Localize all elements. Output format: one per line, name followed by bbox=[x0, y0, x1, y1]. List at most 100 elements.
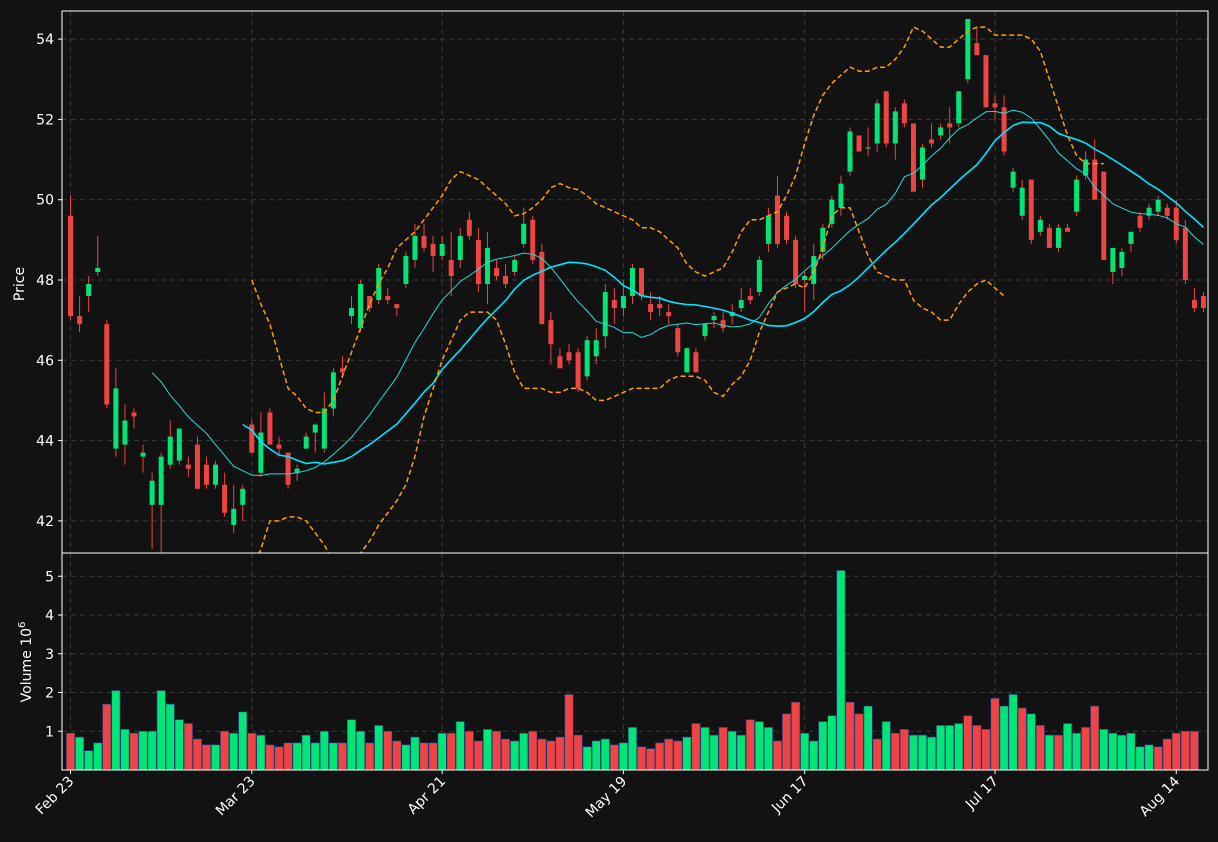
volume-bar bbox=[1162, 738, 1172, 771]
candle-body bbox=[539, 251, 545, 325]
volume-tick-label: 3 bbox=[45, 647, 54, 663]
candle-body bbox=[856, 135, 862, 152]
candle-body bbox=[557, 356, 563, 369]
volume-bar bbox=[473, 740, 483, 771]
volume-bar bbox=[256, 734, 266, 771]
candle-body bbox=[793, 239, 799, 285]
candle-body bbox=[104, 324, 110, 405]
volume-bar bbox=[827, 715, 837, 771]
volume-bar bbox=[809, 740, 819, 771]
candle-body bbox=[466, 219, 472, 236]
volume-bar bbox=[800, 732, 810, 771]
volume-bar bbox=[66, 732, 76, 771]
candle-body bbox=[929, 139, 935, 144]
volume-bar bbox=[564, 694, 574, 771]
volume-bar bbox=[165, 703, 175, 771]
volume-bar bbox=[138, 730, 148, 771]
volume-bar bbox=[1017, 707, 1027, 771]
candle-body bbox=[892, 111, 898, 144]
candle-body bbox=[584, 340, 590, 377]
volume-bar bbox=[881, 721, 891, 771]
candle-body bbox=[938, 127, 944, 136]
candle-body bbox=[983, 55, 989, 108]
volume-bar bbox=[600, 738, 610, 771]
price-tick-label: 42 bbox=[36, 514, 54, 530]
candle-body bbox=[303, 436, 309, 449]
price-axis-title: Price bbox=[12, 267, 28, 301]
candle-body bbox=[503, 275, 509, 285]
volume-bar bbox=[1108, 732, 1118, 771]
candle-body bbox=[774, 195, 780, 244]
volume-bar bbox=[392, 740, 402, 771]
candle-body bbox=[240, 488, 246, 505]
volume-bar bbox=[582, 746, 592, 771]
volume-bar bbox=[1090, 705, 1100, 771]
volume-bar bbox=[174, 719, 184, 771]
candle-body bbox=[1046, 227, 1052, 248]
volume-bar bbox=[709, 734, 719, 771]
candle-body bbox=[1200, 296, 1206, 309]
candle-body bbox=[113, 388, 119, 449]
volume-bar bbox=[202, 744, 211, 771]
volume-bar bbox=[455, 721, 465, 771]
candle-body bbox=[1101, 171, 1107, 260]
volume-bar bbox=[528, 730, 538, 771]
candle-body bbox=[222, 484, 228, 513]
volume-bar bbox=[410, 736, 420, 771]
volume-bar bbox=[745, 719, 755, 771]
candle-body bbox=[910, 123, 916, 192]
candle-body bbox=[765, 215, 771, 244]
volume-bar bbox=[337, 742, 347, 771]
candle-body bbox=[575, 352, 581, 389]
candle-body bbox=[321, 408, 327, 449]
volume-bar bbox=[637, 746, 647, 771]
volume-bar bbox=[773, 740, 782, 771]
candle-body bbox=[77, 316, 83, 325]
volume-axis-title-exponent: 6 bbox=[17, 622, 28, 628]
volume-bar bbox=[664, 738, 674, 771]
volume-bar bbox=[890, 732, 900, 771]
candle-body bbox=[267, 412, 273, 445]
candle-body bbox=[285, 452, 291, 485]
candle-body bbox=[657, 304, 663, 309]
candle-body bbox=[1119, 251, 1125, 268]
volume-bar bbox=[845, 701, 855, 771]
volume-bar bbox=[510, 740, 520, 771]
overlay-lines-group bbox=[151, 26, 1205, 553]
volume-bar bbox=[147, 730, 157, 771]
volume-bar bbox=[428, 742, 438, 771]
volume-tick-label: 1 bbox=[45, 724, 54, 740]
volume-tick-label: 4 bbox=[45, 608, 54, 624]
candle-body bbox=[194, 444, 200, 489]
candle-body bbox=[367, 296, 373, 309]
volume-bar bbox=[618, 742, 628, 771]
volume-bar bbox=[93, 742, 103, 771]
volume-bar bbox=[700, 727, 710, 771]
volume-bar bbox=[301, 734, 311, 771]
volume-bar bbox=[1135, 746, 1145, 771]
candle-body bbox=[648, 304, 654, 313]
volume-bar bbox=[963, 715, 973, 771]
bollinger-band-line bbox=[251, 26, 1104, 414]
volume-bar bbox=[908, 734, 918, 771]
candle-body bbox=[747, 296, 753, 301]
volume-bar bbox=[936, 725, 946, 771]
volume-panel-frame bbox=[61, 552, 1209, 771]
candle-body bbox=[185, 464, 191, 469]
candle-body bbox=[1164, 207, 1170, 216]
volume-axis-title-base: Volume 10 bbox=[19, 628, 35, 702]
volume-tick-label: 5 bbox=[45, 569, 54, 585]
candle-body bbox=[738, 300, 744, 309]
volume-bar bbox=[229, 732, 239, 771]
volume-bar bbox=[655, 742, 665, 771]
volume-bar bbox=[954, 723, 964, 771]
candle-body bbox=[1010, 171, 1016, 188]
candle-body bbox=[883, 91, 889, 144]
candle-body bbox=[1110, 247, 1116, 272]
volume-bar bbox=[546, 740, 556, 771]
candle-body bbox=[140, 452, 146, 457]
volume-bar bbox=[1144, 744, 1154, 771]
candle-body bbox=[1065, 227, 1071, 232]
volume-bar bbox=[419, 742, 429, 771]
candle-body bbox=[494, 267, 500, 276]
